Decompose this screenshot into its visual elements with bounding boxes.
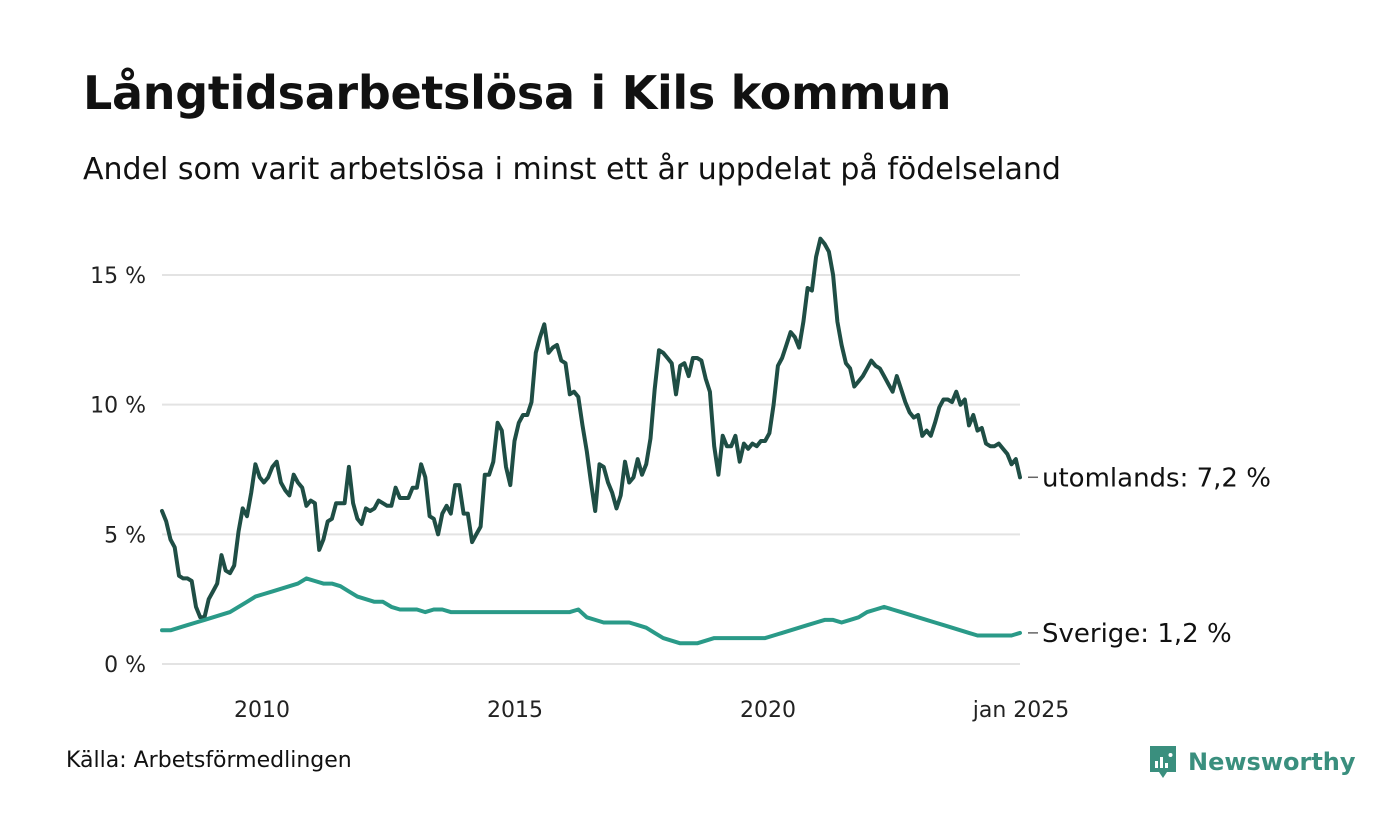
x-tick-label: 2010 [234,698,290,723]
x-tick-label: jan 2025 [972,698,1070,723]
end-label-utomlands: utomlands: 7,2 % [1042,463,1271,493]
series-line-sverige [160,576,1022,646]
brand-name: Newsworthy [1188,748,1356,776]
y-tick-label: 0 % [104,653,146,678]
end-label-sverige: Sverige: 1,2 % [1042,619,1232,649]
y-tick-label: 10 % [90,394,146,419]
y-tick-label: 5 % [104,523,146,548]
x-tick-label: 2015 [487,698,543,723]
y-tick-label: 15 % [90,264,146,289]
chart-title: Långtidsarbetslösa i Kils kommun [83,66,952,120]
x-tick-label: 2020 [740,698,796,723]
brand-logo[interactable]: Newsworthy [1148,742,1356,782]
source-note: Källa: Arbetsförmedlingen [66,748,352,773]
chart-bubble-icon [1150,746,1176,778]
series-line-utomlands [160,236,1022,620]
chart-subtitle: Andel som varit arbetslösa i minst ett å… [83,152,1061,187]
